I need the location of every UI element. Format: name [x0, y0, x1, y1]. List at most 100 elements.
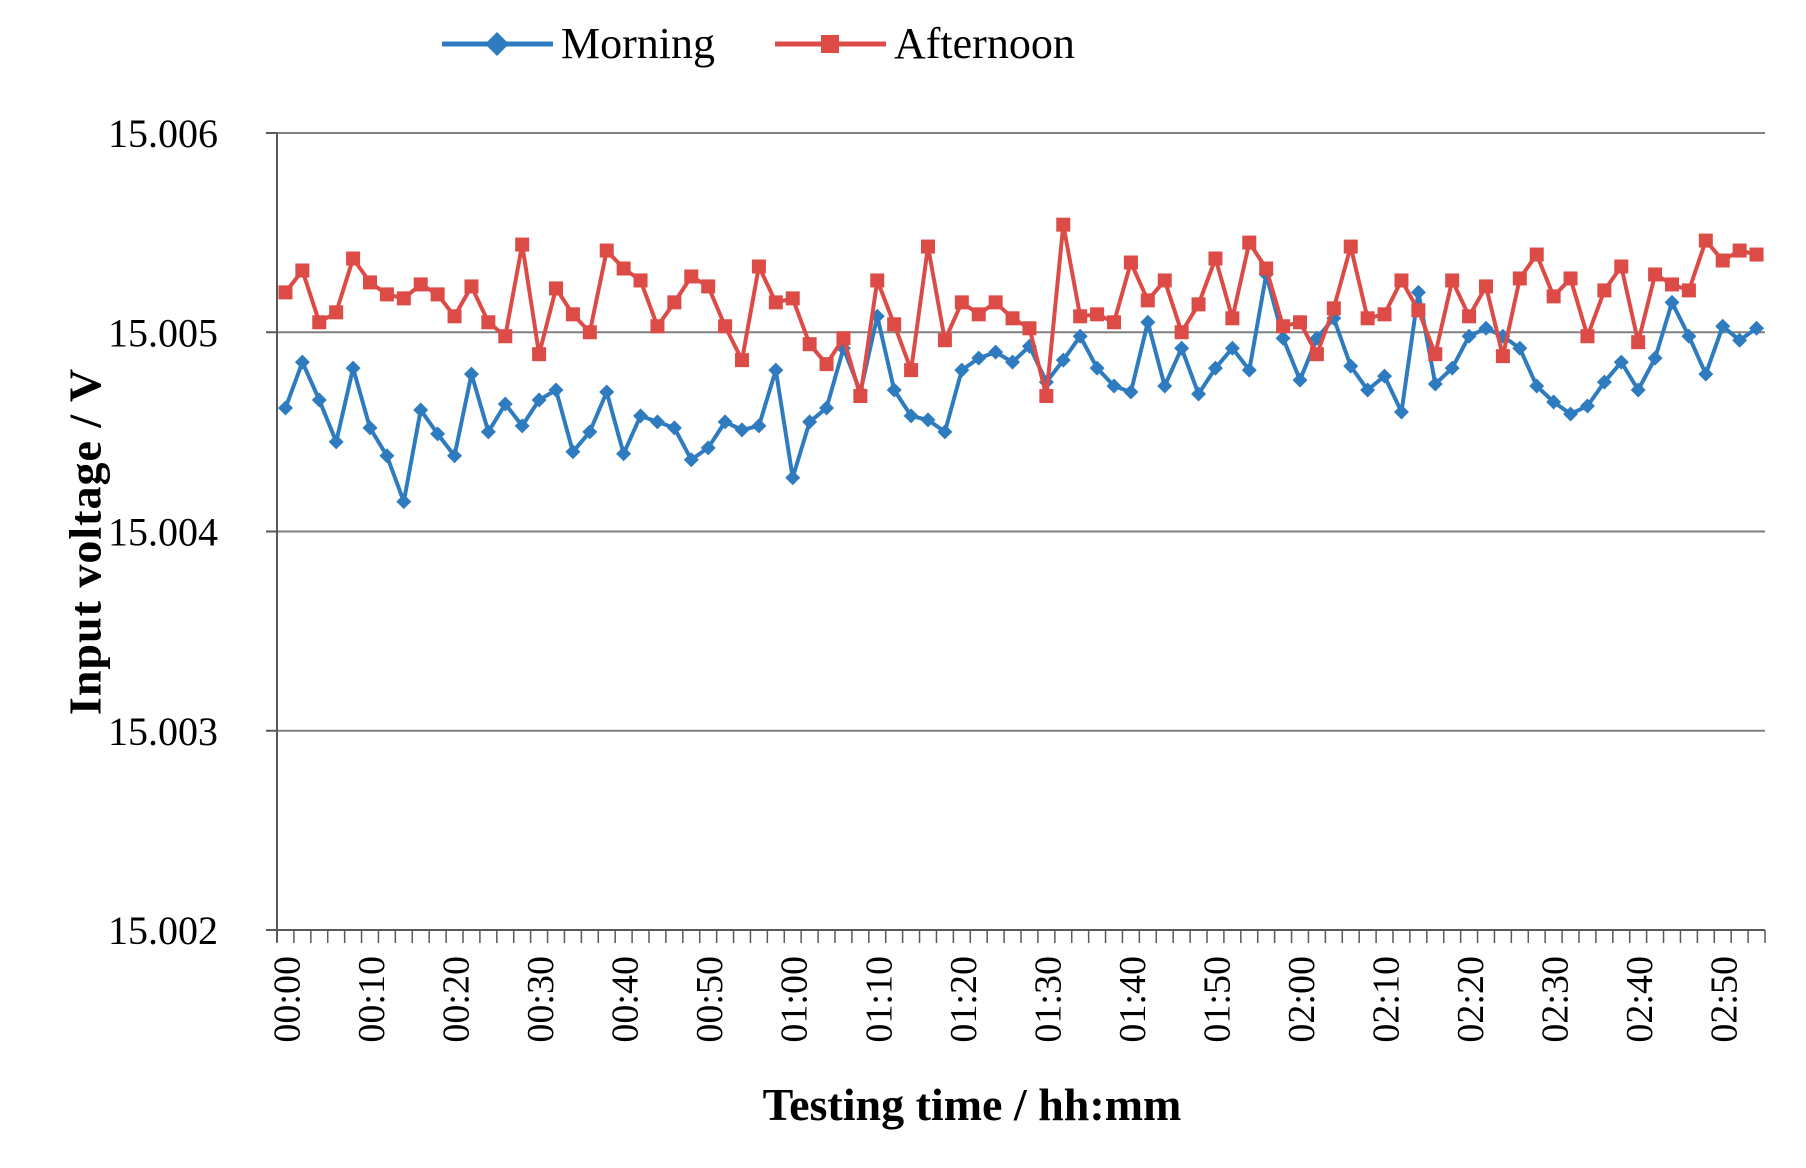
data-point-morning [514, 418, 530, 434]
data-point-morning [954, 362, 970, 378]
x-tick-label: 01:30 [1027, 956, 1069, 1043]
data-point-afternoon [599, 243, 614, 258]
data-point-morning [1241, 362, 1257, 378]
data-point-afternoon [921, 239, 935, 254]
data-point-afternoon [1174, 325, 1189, 340]
data-point-morning [328, 434, 344, 450]
data-point-afternoon [1495, 349, 1510, 364]
data-point-afternoon [1479, 279, 1493, 294]
data-point-morning [683, 452, 699, 468]
data-point-morning [1377, 368, 1393, 384]
data-point-morning [1529, 378, 1545, 394]
data-point-morning [1123, 384, 1139, 400]
data-point-morning [1647, 350, 1663, 366]
data-point-afternoon [1749, 247, 1764, 262]
data-point-morning [633, 408, 649, 424]
data-point-afternoon [447, 309, 462, 324]
data-point-afternoon [379, 287, 394, 302]
x-tick-label: 02:00 [1281, 956, 1323, 1043]
data-point-afternoon [768, 295, 783, 310]
data-point-morning [1224, 340, 1240, 356]
data-point-afternoon [684, 269, 699, 284]
data-point-afternoon [1563, 271, 1578, 286]
data-point-afternoon [1462, 309, 1477, 324]
x-tick-label: 02:30 [1535, 956, 1577, 1043]
x-tick-label: 00:40 [605, 956, 647, 1043]
x-tick-label: 01:40 [1112, 956, 1154, 1043]
legend-item-afternoon: Afternoon [773, 18, 1075, 69]
data-point-morning [903, 408, 919, 424]
data-point-afternoon [1326, 301, 1341, 316]
data-point-afternoon [1276, 319, 1291, 334]
data-point-morning [1275, 330, 1291, 346]
data-point-morning [751, 418, 767, 434]
data-point-morning [548, 382, 564, 398]
x-tick-label: 00:50 [689, 956, 731, 1043]
data-point-morning [1055, 352, 1071, 368]
data-point-morning [1072, 328, 1088, 344]
x-axis-title: Testing time / hh:mm [762, 1079, 1182, 1130]
data-point-afternoon [937, 333, 952, 348]
data-point-afternoon [836, 331, 851, 346]
data-point-afternoon [735, 353, 749, 368]
data-point-morning [1698, 366, 1714, 382]
data-point-morning [1140, 314, 1156, 330]
legend: Morning Afternoon [440, 18, 1075, 69]
data-point-afternoon [1107, 315, 1121, 330]
data-point-afternoon [295, 263, 310, 278]
x-tick-label: 02:10 [1366, 956, 1408, 1043]
data-point-morning [734, 422, 750, 438]
x-tick-label: 02:50 [1704, 956, 1746, 1043]
data-point-morning [971, 350, 987, 366]
data-point-morning [582, 424, 598, 440]
data-point-morning [294, 354, 310, 370]
x-tick-label: 01:00 [774, 956, 816, 1043]
data-point-afternoon [1648, 267, 1663, 282]
data-point-afternoon [887, 317, 902, 332]
x-tick-label: 02:20 [1450, 956, 1492, 1043]
y-tick-label: 15.003 [108, 709, 218, 754]
data-point-afternoon [633, 273, 648, 288]
data-point-afternoon [1377, 307, 1392, 322]
data-point-afternoon [1631, 335, 1646, 350]
data-point-morning [1005, 354, 1021, 370]
data-point-afternoon [819, 357, 834, 372]
data-point-morning [802, 414, 818, 430]
x-tick-label: 01:20 [943, 956, 985, 1043]
data-point-afternoon [1614, 259, 1629, 274]
data-point-morning [497, 396, 513, 412]
data-point-morning [599, 384, 615, 400]
data-point-morning [1191, 386, 1207, 402]
data-point-morning [700, 440, 716, 456]
data-point-afternoon [464, 279, 479, 294]
data-point-morning [1444, 360, 1460, 376]
data-point-afternoon [312, 315, 327, 330]
data-point-morning [768, 362, 784, 378]
data-point-morning [1749, 320, 1765, 336]
x-tick-label: 02:40 [1619, 956, 1661, 1043]
data-point-afternoon [785, 291, 800, 306]
data-point-afternoon [718, 319, 733, 334]
y-axis-title: Input voltage / V [59, 367, 111, 716]
data-point-afternoon [870, 273, 885, 288]
data-point-morning [1410, 284, 1426, 300]
data-point-morning [565, 444, 581, 460]
data-point-afternoon [1039, 389, 1054, 404]
data-point-morning [447, 448, 463, 464]
series-line-morning [283, 272, 1758, 504]
data-point-afternoon [802, 337, 817, 352]
data-point-afternoon [532, 347, 547, 362]
data-point-morning [1360, 382, 1376, 398]
data-point-afternoon [278, 285, 293, 300]
data-point-morning [1478, 320, 1494, 336]
data-point-afternoon [1597, 283, 1612, 298]
data-point-afternoon [971, 307, 986, 322]
data-point-afternoon [1360, 311, 1375, 326]
data-point-afternoon [396, 291, 411, 306]
legend-item-morning: Morning [440, 18, 715, 69]
data-point-afternoon [515, 237, 530, 252]
data-point-afternoon [701, 279, 716, 294]
data-point-morning [988, 344, 1004, 360]
data-point-morning [1732, 332, 1748, 348]
